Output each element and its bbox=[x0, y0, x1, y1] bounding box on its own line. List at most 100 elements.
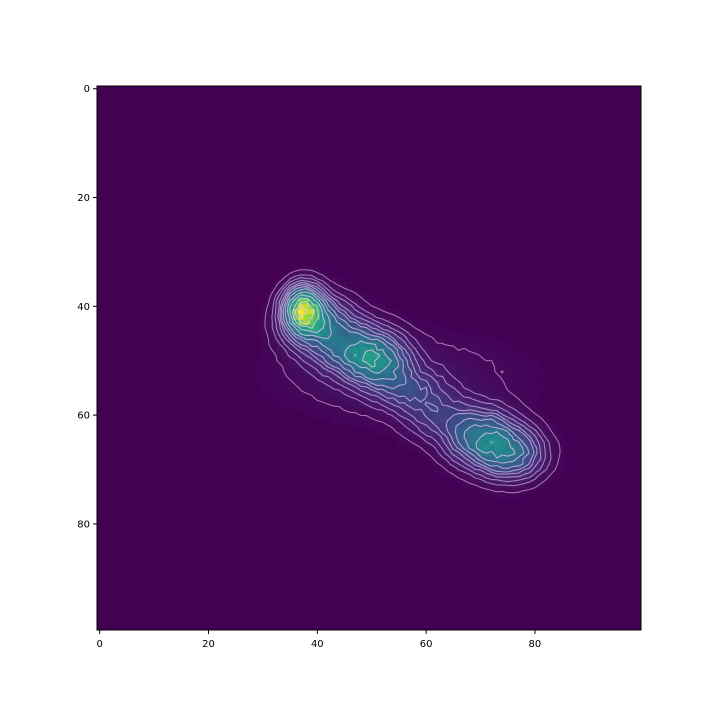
heatmap-cell bbox=[526, 358, 533, 364]
heatmap-cell bbox=[330, 281, 337, 288]
heatmap-cell bbox=[461, 461, 468, 468]
heatmap-cell bbox=[532, 374, 539, 381]
heatmap-cell bbox=[390, 406, 397, 413]
heatmap-cell bbox=[505, 455, 511, 462]
heatmap-cell bbox=[439, 352, 446, 359]
heatmap-cell bbox=[439, 428, 446, 435]
heatmap-cell bbox=[325, 347, 332, 353]
heatmap-cell bbox=[477, 477, 484, 484]
heatmap-cell bbox=[515, 390, 522, 397]
heatmap-cell bbox=[417, 439, 424, 446]
heatmap-cell bbox=[336, 287, 343, 294]
heatmap-cell bbox=[341, 390, 348, 397]
heatmap-cell bbox=[417, 450, 424, 457]
heatmap-cell bbox=[330, 309, 337, 315]
heatmap-cell bbox=[505, 488, 511, 495]
heatmap-cell bbox=[423, 455, 430, 462]
heatmap-cell bbox=[466, 396, 473, 402]
heatmap-cell bbox=[417, 379, 424, 386]
heatmap-cell bbox=[358, 319, 364, 326]
heatmap-cell bbox=[553, 428, 560, 435]
heatmap-cell bbox=[320, 336, 326, 343]
heatmap-cell bbox=[494, 379, 500, 386]
heatmap-cell bbox=[303, 319, 310, 326]
y-tick-label: 20 bbox=[77, 193, 90, 204]
heatmap-cell bbox=[477, 406, 484, 413]
heatmap-cell bbox=[276, 379, 283, 386]
heatmap-cell bbox=[515, 412, 522, 419]
heatmap-cell bbox=[276, 358, 283, 364]
heatmap-cell bbox=[445, 396, 451, 402]
heatmap-cell bbox=[303, 379, 310, 386]
heatmap-cell bbox=[407, 445, 413, 451]
heatmap-cell bbox=[358, 314, 364, 321]
heatmap-cell bbox=[483, 434, 490, 440]
heatmap-cell bbox=[466, 455, 473, 462]
heatmap-cell bbox=[276, 385, 283, 392]
heatmap-cell bbox=[456, 450, 462, 457]
heatmap-cell bbox=[314, 303, 321, 310]
heatmap-cell bbox=[428, 341, 435, 348]
heatmap-cell bbox=[385, 396, 392, 402]
contour-line bbox=[279, 282, 538, 475]
heatmap-cell bbox=[543, 455, 549, 462]
heatmap-cell bbox=[461, 406, 468, 413]
heatmap-cell bbox=[499, 379, 506, 386]
heatmap-cell bbox=[292, 287, 299, 294]
heatmap-cell bbox=[450, 347, 457, 353]
heatmap-cell bbox=[532, 450, 539, 457]
heatmap-cell bbox=[390, 358, 397, 364]
heatmap-cell bbox=[472, 428, 479, 435]
heatmap-cell bbox=[466, 417, 473, 424]
heatmap-cell bbox=[434, 461, 441, 468]
heatmap-cell bbox=[450, 455, 457, 462]
heatmap-cell bbox=[543, 423, 549, 430]
heatmap-cell bbox=[363, 385, 370, 392]
heatmap-cell bbox=[483, 439, 490, 446]
heatmap-cell bbox=[499, 483, 506, 489]
heatmap-cell bbox=[385, 341, 392, 348]
heatmap-cell bbox=[466, 385, 473, 392]
heatmap-cell bbox=[505, 450, 511, 457]
heatmap-cell bbox=[472, 401, 479, 408]
heatmap-cell bbox=[325, 303, 332, 310]
heatmap-cell bbox=[439, 423, 446, 430]
heatmap-cell bbox=[379, 390, 386, 397]
heatmap-cell bbox=[396, 406, 403, 413]
heatmap-cell bbox=[369, 314, 375, 321]
heatmap-cell bbox=[298, 358, 305, 364]
heatmap-cell bbox=[281, 396, 288, 402]
heatmap-cell bbox=[396, 330, 403, 337]
heatmap-cell bbox=[320, 374, 326, 381]
heatmap-cell bbox=[428, 363, 435, 370]
heatmap-cell bbox=[260, 352, 267, 359]
heatmap-cell bbox=[499, 439, 506, 446]
heatmap-cell bbox=[494, 472, 500, 479]
heatmap-cell bbox=[358, 358, 364, 364]
heatmap-cell bbox=[379, 385, 386, 392]
heatmap-cell bbox=[320, 401, 326, 408]
heatmap-cell bbox=[445, 406, 451, 413]
heatmap-cell bbox=[271, 281, 277, 288]
heatmap-cell bbox=[314, 336, 321, 343]
heatmap-cell bbox=[407, 325, 413, 332]
heatmap-cell bbox=[477, 385, 484, 392]
heatmap-cell bbox=[352, 358, 359, 364]
heatmap-cell bbox=[456, 428, 462, 435]
heatmap-cell bbox=[532, 396, 539, 402]
heatmap-cell bbox=[461, 401, 468, 408]
heatmap-cell bbox=[303, 303, 310, 310]
heatmap-cell bbox=[537, 406, 544, 413]
heatmap-cell bbox=[417, 412, 424, 419]
x-tick-label: 0 bbox=[97, 639, 103, 650]
heatmap-cell bbox=[281, 363, 288, 370]
heatmap-cell bbox=[347, 298, 354, 304]
heatmap-cell bbox=[385, 385, 392, 392]
heatmap-cell bbox=[407, 385, 413, 392]
heatmap-cell bbox=[303, 276, 310, 283]
heatmap-cell bbox=[499, 352, 506, 359]
heatmap-cell bbox=[532, 439, 539, 446]
contour-line bbox=[286, 291, 516, 459]
heatmap-cell bbox=[265, 309, 272, 315]
heatmap-cell bbox=[363, 292, 370, 299]
